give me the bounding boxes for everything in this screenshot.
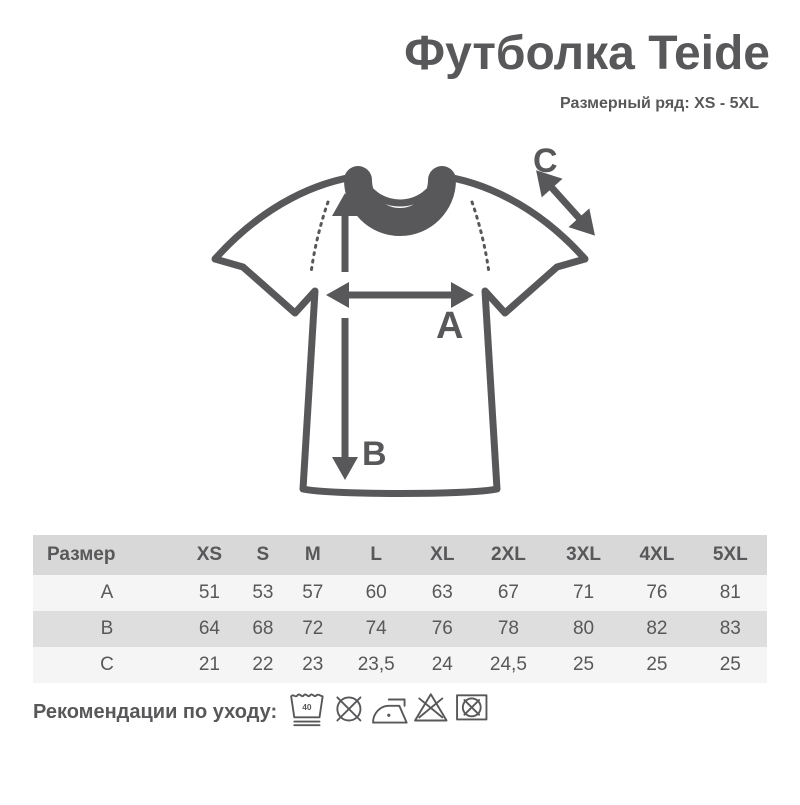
svg-text:B: B: [362, 435, 387, 473]
svg-text:A: A: [436, 305, 463, 347]
svg-text:C: C: [533, 142, 558, 180]
svg-text:40: 40: [302, 702, 312, 712]
